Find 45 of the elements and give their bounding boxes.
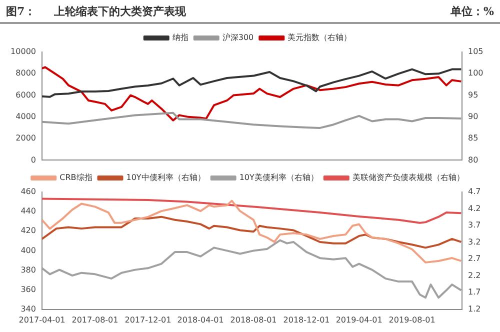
y-tick-label: 2000 [16,134,36,143]
x-tick-label: 2019-04-01 [336,315,382,324]
y-tick-label: 440 [20,206,36,216]
x-tick-label: 2018-12-01 [283,315,330,324]
y-tick-label: 6000 [16,90,36,100]
y2-tick-label: 95 [468,90,478,100]
y2-tick-label: 4.2 [468,204,481,213]
legend-label: 10Y中债利率（右轴） [126,173,206,182]
y2-tick-label: 2.7 [468,254,481,264]
y2-tick-label: 80 [468,155,478,164]
x-tick-label: 2017-12-01 [124,315,172,324]
y2-tick-label: 105 [468,47,484,56]
chart-title: 上轮缩表下的大类资产表现 [54,4,186,18]
caption: 图7： [6,4,37,18]
y2-tick-label: 3.7 [468,220,481,230]
y-tick-label: 0 [30,155,36,164]
y-tick-label: 8000 [16,68,36,78]
legend-label: 美联储资产负债表规模（右轴） [352,173,464,182]
y-tick-label: 420 [20,226,36,236]
y-tick-label: 460 [20,187,36,196]
y2-tick-label: 3.2 [468,237,481,246]
y2-tick-label: 1.7 [468,288,481,297]
y2-tick-label: 85 [468,134,478,143]
legend-label: 沪深300 [222,33,254,42]
y-tick-label: 360 [20,284,36,294]
y2-tick-label: 2.2 [468,270,481,280]
x-tick-label: 2019-08-01 [388,315,436,324]
y-tick-label: 340 [20,304,36,314]
x-tick-label: 2017-08-01 [72,315,118,324]
y2-tick-label: 100 [468,68,484,78]
y2-tick-label: 4.7 [468,187,481,196]
legend-label: 纳指 [172,33,188,42]
text: 单位：% [450,4,494,18]
x-tick-label: 2018-08-01 [230,315,277,324]
y-tick-label: 10000 [10,47,36,56]
legend-label: CRB综指 [60,173,92,182]
y-tick-label: 380 [20,265,36,274]
y2-tick-label: 90 [468,112,478,121]
y2-tick-label: 1.2 [468,304,481,314]
x-tick-label: 2018-04-01 [177,315,224,324]
legend-label: 10Y美债利率（右轴） [239,173,318,182]
x-tick-label: 2017-04-01 [18,315,66,324]
y-tick-label: 400 [20,246,36,255]
y-tick-label: 4000 [16,112,36,121]
legend-label: 美元指数（右轴） [288,33,352,42]
